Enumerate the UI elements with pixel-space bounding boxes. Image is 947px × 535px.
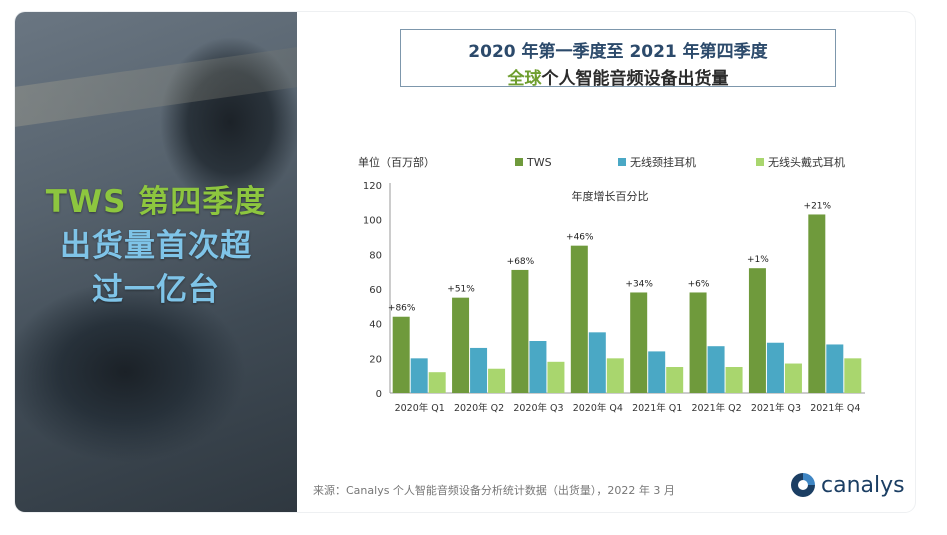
legend-swatch-1: [618, 158, 626, 166]
chart-title-line-1: 2020 年第一季度至 2021 年第四季度: [468, 42, 768, 62]
bar-tws-4: [630, 292, 648, 393]
bar-neck-6: [766, 342, 784, 393]
bar-tws-0: [392, 316, 410, 393]
y-tick-label: 120: [363, 181, 382, 192]
chart-title-box: 2020 年第一季度至 2021 年第四季度 全球个人智能音频设备出货量: [400, 29, 836, 89]
bar-headphone-0: [428, 372, 446, 393]
chart-title-rest: 个人智能音频设备出货量: [541, 69, 729, 89]
y-tick-label: 20: [369, 354, 382, 365]
growth-label-0: +86%: [388, 304, 416, 314]
growth-label-2: +68%: [507, 257, 535, 267]
source-footer: 来源：Canalys 个人智能音频设备分析统计数据（出货量），2022 年 3 …: [313, 484, 675, 497]
y-tick-label: 0: [376, 389, 382, 400]
x-tick-label-1: 2020年 Q2: [454, 402, 504, 414]
unit-label: 单位（百万部）: [358, 155, 435, 169]
growth-label-7: +21%: [804, 201, 832, 211]
headline-line-1: TWS 第四季度: [45, 184, 267, 220]
bar-neck-4: [648, 351, 666, 393]
x-tick-label-2: 2020年 Q3: [513, 402, 563, 414]
bar-neck-0: [410, 358, 428, 393]
bar-tws-1: [452, 297, 470, 393]
legend-swatch-0: [515, 158, 523, 166]
bar-headphone-4: [666, 367, 684, 393]
canalys-logo-icon: [791, 473, 815, 497]
bar-headphone-5: [725, 367, 743, 393]
headline: TWS 第四季度 出货量首次超 过一亿台: [15, 180, 297, 312]
bar-tws-5: [689, 292, 707, 393]
bar-tws-2: [511, 269, 529, 393]
bar-headphone-7: [844, 358, 862, 393]
x-tick-label-3: 2020年 Q4: [573, 402, 623, 414]
bar-tws-7: [808, 214, 826, 393]
bar-neck-3: [588, 332, 606, 393]
y-tick-label: 60: [369, 285, 382, 296]
headline-line-2: 出货量首次超: [60, 228, 252, 264]
y-tick-label: 100: [363, 216, 382, 227]
chart-title-highlight: 全球: [507, 69, 542, 89]
legend-label-1: 无线颈挂耳机: [630, 155, 696, 169]
bar-headphone-3: [606, 358, 624, 393]
x-tick-label-4: 2021年 Q1: [632, 402, 682, 414]
growth-label-3: +46%: [566, 233, 594, 243]
legend-label-2: 无线头戴式耳机: [768, 155, 845, 169]
growth-label-5: +6%: [688, 279, 710, 289]
chart-title-line-2: 全球个人智能音频设备出货量: [401, 64, 835, 89]
canalys-logo: canalys: [790, 472, 905, 498]
bar-tws-3: [570, 245, 588, 393]
headline-line-3: 过一亿台: [92, 272, 220, 308]
y-tick-label: 40: [369, 320, 382, 331]
bar-neck-5: [707, 346, 725, 393]
legend-swatch-2: [756, 158, 764, 166]
bar-neck-1: [470, 347, 488, 393]
growth-label-1: +51%: [447, 285, 475, 295]
bar-headphone-6: [784, 363, 802, 393]
legend-label-0: TWS: [526, 156, 552, 169]
slide-card: TWS 第四季度 出货量首次超 过一亿台 2020 年第一季度至 2021 年第…: [15, 12, 915, 512]
x-tick-label-6: 2021年 Q3: [751, 402, 801, 414]
logo-text: canalys: [821, 472, 905, 498]
bar-neck-7: [826, 344, 844, 393]
growth-label-4: +34%: [625, 279, 653, 289]
bar-tws-6: [748, 268, 766, 393]
bar-headphone-1: [488, 368, 506, 393]
x-tick-label-0: 2020年 Q1: [395, 402, 445, 414]
bar-neck-2: [529, 341, 547, 393]
earbuds-photo-panel: TWS 第四季度 出货量首次超 过一亿台: [15, 12, 297, 512]
growth-annotation-title: 年度增长百分比: [572, 189, 649, 203]
x-tick-label-5: 2021年 Q2: [691, 402, 741, 414]
bar-headphone-2: [547, 361, 565, 393]
y-tick-label: 80: [369, 250, 382, 261]
photo-strip: [15, 47, 297, 127]
growth-label-6: +1%: [747, 255, 769, 265]
x-tick-label-7: 2021年 Q4: [810, 402, 860, 414]
